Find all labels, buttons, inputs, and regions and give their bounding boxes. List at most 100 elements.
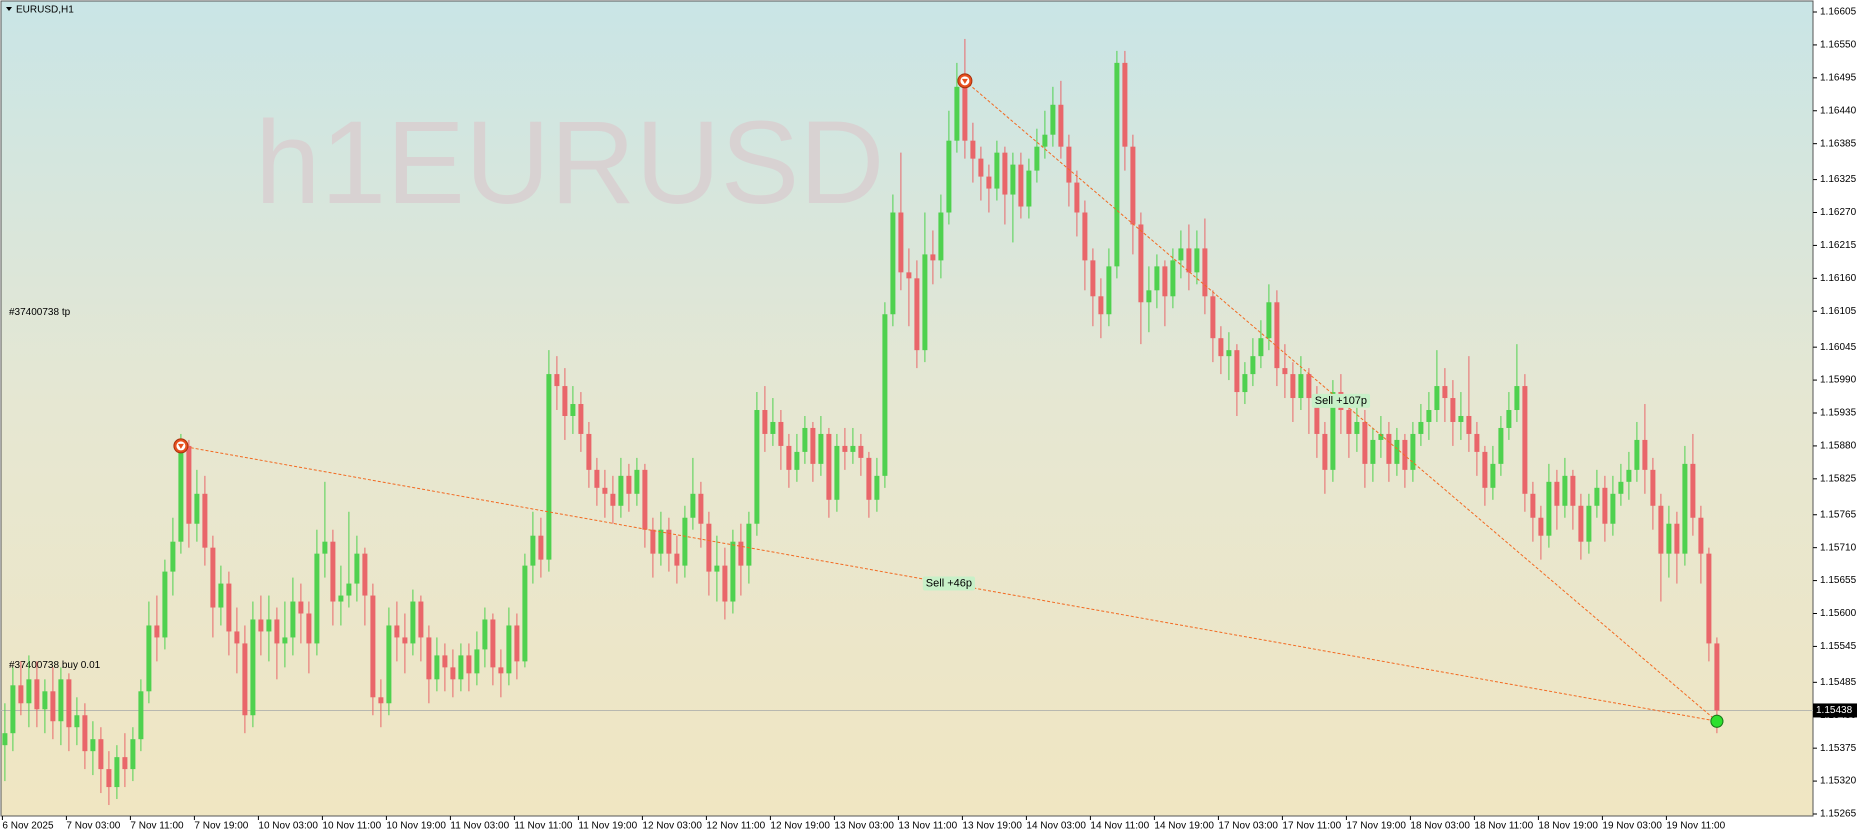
candle-body [1330,392,1336,470]
candle-body [1090,260,1096,297]
trade-label: Sell +107p [1315,395,1367,407]
candle-body [1146,290,1152,303]
candle-body [586,433,592,470]
candle-body [1618,481,1624,494]
x-tick-label: 19 Nov 11:00 [1666,821,1725,832]
candle-body [866,457,872,500]
candle-body [442,655,448,668]
trade-label: Sell +46p [926,577,972,589]
x-tick-label: 10 Nov 11:00 [322,821,381,832]
candle-body [1610,493,1616,524]
exit-marker [1710,714,1724,728]
candle-body [1578,505,1584,542]
candle-body [834,445,840,500]
x-tick-label: 12 Nov 11:00 [706,821,765,832]
candle-body [786,445,792,470]
candle-body [386,625,392,704]
candle-body [1666,523,1672,554]
y-tick-label: 1.15485 [1820,677,1857,688]
candle-body [1490,463,1496,488]
y-tick-label: 1.15765 [1820,509,1857,520]
y-tick-label: 1.15990 [1820,375,1857,386]
candle-body [1626,469,1632,482]
candle-body [930,254,936,261]
candle-body [234,631,240,644]
candle-body [314,553,320,644]
candle-body [986,176,992,189]
x-tick-label: 11 Nov 11:00 [514,821,572,832]
bid-box [1813,703,1857,718]
y-tick-label: 1.16045 [1820,342,1857,353]
candle-body [1314,398,1320,434]
menu-arrow[interactable] [6,7,12,11]
candle-body [858,445,864,458]
chart-title: EURUSD,H1 [16,5,74,16]
y-tick-label: 1.16495 [1820,72,1857,83]
candle-body [330,541,336,602]
candle-body [210,547,216,608]
candle-body [162,571,168,638]
candle-body [850,445,856,452]
candle-body [58,679,64,722]
watermark: h1EURUSD [255,97,885,229]
candle-body [1682,463,1688,554]
candle-body [1002,152,1008,195]
candle-body [882,314,888,476]
x-tick-label: 18 Nov 19:00 [1538,821,1598,832]
y-tick-label: 1.16325 [1820,174,1857,185]
candle-body [1386,433,1392,464]
candle-body [1434,386,1440,411]
candle-body [1554,481,1560,506]
x-tick-label: 17 Nov 19:00 [1346,821,1406,832]
y-tick-label: 1.15320 [1820,776,1857,787]
candle-body [138,691,144,740]
candle-body [266,619,272,632]
candle-body [1498,427,1504,464]
candle-body [746,523,752,566]
candle-body [738,541,744,566]
y-tick-label: 1.15600 [1820,608,1857,619]
trade-label-bg [922,576,975,591]
candle-body [1266,302,1272,339]
x-tick-label: 19 Nov 03:00 [1602,821,1662,832]
candle-body [602,487,608,494]
candle-body [874,475,880,500]
candle-body [82,715,88,752]
entry-arrow [961,78,968,84]
candle-body [170,541,176,572]
candle-body [642,469,648,530]
candle-body [378,697,384,704]
candle-body [434,655,440,680]
candle-body [1586,505,1592,542]
x-tick-label: 6 Nov 2025 [2,821,54,832]
candle-body [202,493,208,548]
candle-body [146,625,152,692]
candle-body [658,529,664,554]
candle-body [538,535,544,560]
x-tick-label: 18 Nov 11:00 [1474,821,1533,832]
candle-body [626,475,632,494]
candle-body [242,643,248,716]
candle-body [154,625,160,638]
x-tick-label: 12 Nov 19:00 [770,821,830,832]
candle-body [1474,433,1480,452]
x-tick-label: 11 Nov 03:00 [450,821,509,832]
candle-body [74,715,80,728]
bid-label: 1.15438 [1816,705,1853,716]
candle-body [530,535,536,566]
candle-body [770,421,776,434]
x-tick-label: 13 Nov 03:00 [834,821,894,832]
candle-body [1538,517,1544,536]
candle-body [994,152,1000,189]
candle-body [1098,296,1104,315]
candle-body [1410,433,1416,470]
candle-body [18,685,24,704]
candle-body [674,553,680,566]
candle-body [1690,463,1696,518]
candle-body [1466,415,1472,434]
candle-body [1658,505,1664,554]
candle-body [1218,338,1224,357]
candle-body [1050,104,1056,135]
entry-arrow [177,443,184,449]
